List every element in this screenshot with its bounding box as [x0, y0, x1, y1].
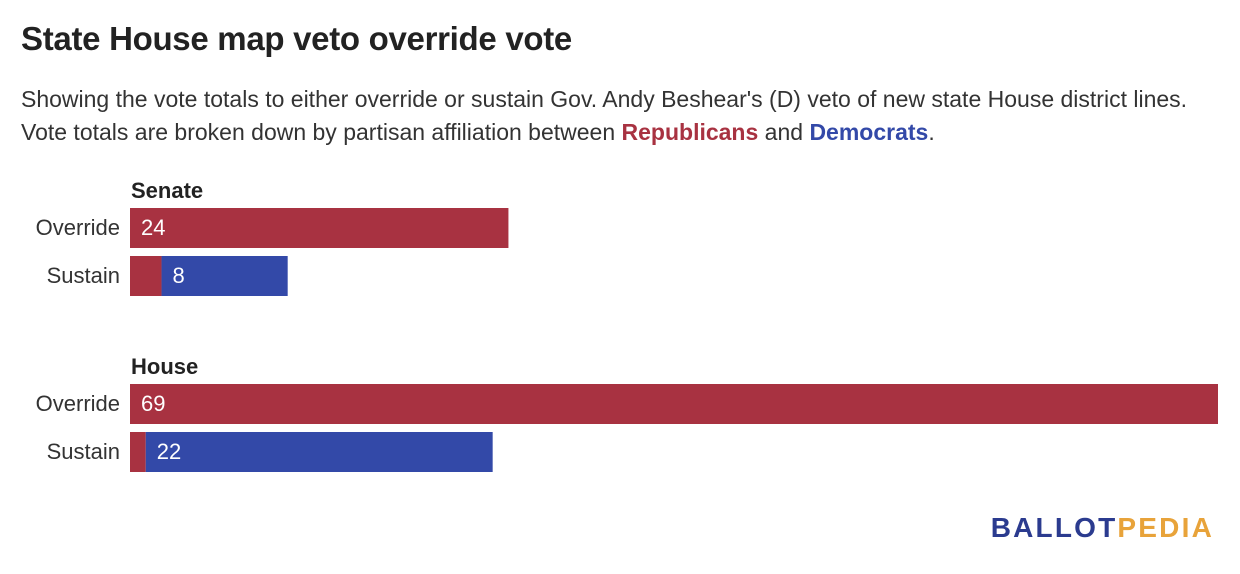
subtitle-text-and: and	[758, 119, 810, 145]
data-label-house-sustain: 22	[157, 439, 181, 464]
category-label-senate-override: Override	[36, 215, 120, 240]
bar-house-override-republicans	[130, 384, 1218, 424]
data-label-senate-sustain: 8	[173, 263, 185, 288]
bar-senate-sustain-republicans	[130, 256, 162, 296]
bar-senate-sustain-democrats	[161, 256, 288, 296]
logo-pedia-text: PEDIA	[1117, 512, 1214, 543]
bar-house-sustain-republicans	[130, 432, 146, 472]
subtitle-text-end: .	[928, 119, 935, 145]
logo-ballot-text: BALLOT	[990, 512, 1118, 543]
group-header-house: House	[131, 354, 198, 379]
bar-senate-override-republicans	[130, 208, 509, 248]
data-label-senate-override: 24	[141, 215, 165, 240]
chart-title: State House map veto override vote	[21, 20, 572, 57]
democrats-legend-label: Democrats	[809, 119, 929, 145]
group-header-senate: Senate	[131, 178, 203, 203]
chart-subtitle: Showing the vote totals to either overri…	[21, 83, 1201, 149]
category-label-house-sustain: Sustain	[47, 439, 120, 464]
category-label-house-override: Override	[36, 391, 120, 416]
ballotpedia-logo: BALLOTPEDIA	[991, 512, 1214, 544]
bar-house-sustain-democrats	[145, 432, 493, 472]
data-label-house-override: 69	[141, 391, 165, 416]
republicans-legend-label: Republicans	[621, 119, 759, 145]
subtitle-text-start: Showing the vote totals to either overri…	[21, 86, 1188, 145]
category-label-senate-sustain: Sustain	[47, 263, 120, 288]
